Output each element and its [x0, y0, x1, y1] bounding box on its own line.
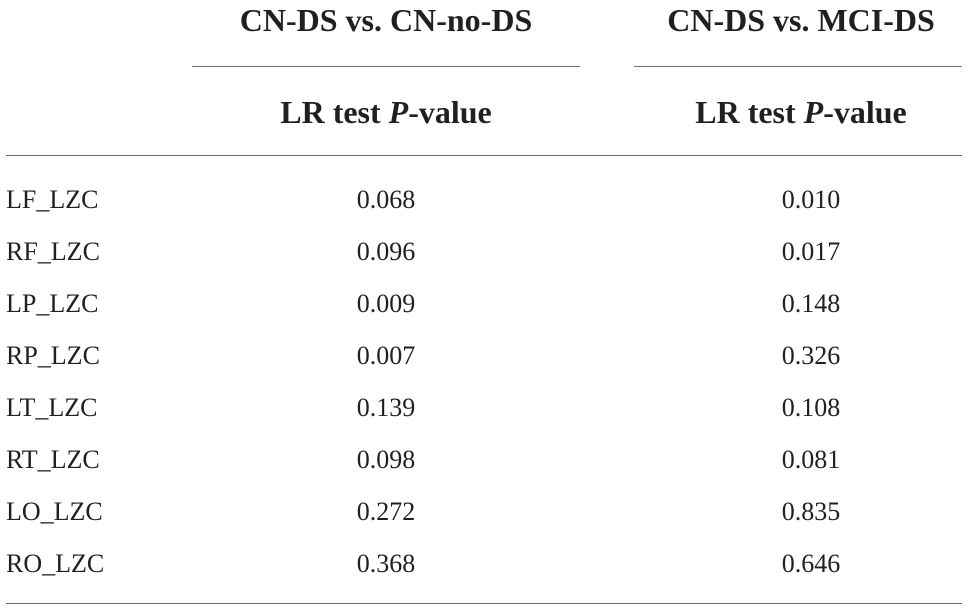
cell-mci-ds-p-value: 0.017	[781, 237, 841, 266]
cell-mci-ds-p-value: 0.081	[781, 445, 841, 474]
cell-cn-no-ds-p-value: 0.007	[356, 341, 416, 370]
cell-cn-no-ds-p-value: 0.272	[356, 497, 416, 526]
table-row: LP_LZC 0.009 0.148	[0, 278, 968, 330]
table-row: LO_LZC 0.272 0.835	[0, 486, 968, 538]
subheader-suffix: -value	[823, 94, 907, 130]
group-header-cn-ds-vs-mci-ds: CN-DS vs. MCI-DS	[667, 2, 935, 38]
row-label: LF_LZC	[6, 185, 99, 214]
cell-mci-ds-p-value: 0.010	[781, 185, 841, 214]
table-row: RP_LZC 0.007 0.326	[0, 330, 968, 382]
row-label: RF_LZC	[6, 237, 100, 266]
subheader-italic: P	[388, 94, 409, 130]
group-rule	[192, 66, 580, 67]
footer-rule	[6, 603, 962, 604]
cell-cn-no-ds-p-value: 0.139	[356, 393, 416, 422]
subheader-suffix: -value	[408, 94, 492, 130]
cell-cn-no-ds-p-value: 0.096	[356, 237, 416, 266]
subheader-lr-test-p-value: LR test P-value	[192, 94, 580, 130]
cell-mci-ds-p-value: 0.148	[781, 289, 841, 318]
subheader-prefix: LR test	[280, 94, 389, 130]
row-label: RT_LZC	[6, 445, 100, 474]
subheader-prefix: LR test	[695, 94, 804, 130]
cell-mci-ds-p-value: 0.108	[781, 393, 841, 422]
header-rule	[6, 155, 962, 156]
cell-mci-ds-p-value: 0.835	[781, 497, 841, 526]
row-label: LO_LZC	[6, 497, 103, 526]
cell-mci-ds-p-value: 0.646	[781, 549, 841, 578]
table-body: LF_LZC 0.068 0.010 RF_LZC 0.096 0.017 LP…	[0, 174, 968, 590]
cell-cn-no-ds-p-value: 0.068	[356, 185, 416, 214]
row-label: RP_LZC	[6, 341, 100, 370]
cell-mci-ds-p-value: 0.326	[781, 341, 841, 370]
row-label: LP_LZC	[6, 289, 99, 318]
group-header-cn-ds-vs-cn-no-ds: CN-DS vs. CN-no-DS	[239, 2, 533, 38]
cell-cn-no-ds-p-value: 0.098	[356, 445, 416, 474]
table-row: RF_LZC 0.096 0.017	[0, 226, 968, 278]
subheader-italic: P	[803, 94, 824, 130]
cell-cn-no-ds-p-value: 0.368	[356, 549, 416, 578]
table-row: LT_LZC 0.139 0.108	[0, 382, 968, 434]
table-row: RO_LZC 0.368 0.646	[0, 538, 968, 590]
group-rule	[634, 66, 962, 67]
table-row: LF_LZC 0.068 0.010	[0, 174, 968, 226]
row-label: RO_LZC	[6, 549, 105, 578]
subheader-lr-test-p-value: LR test P-value	[634, 94, 968, 130]
row-label: LT_LZC	[6, 393, 98, 422]
table-row: RT_LZC 0.098 0.081	[0, 434, 968, 486]
cell-cn-no-ds-p-value: 0.009	[356, 289, 416, 318]
